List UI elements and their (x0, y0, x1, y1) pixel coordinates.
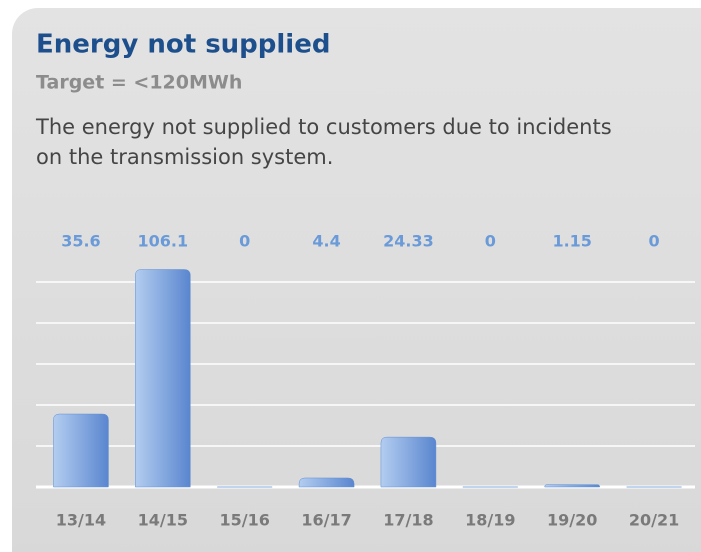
x-tick-label: 20/21 (629, 511, 679, 530)
bar (53, 413, 109, 488)
bar (298, 477, 355, 488)
data-label: 106.1 (138, 232, 189, 251)
data-label: 0 (239, 232, 250, 251)
x-tick-label: 15/16 (220, 511, 270, 530)
data-label: 4.4 (312, 232, 340, 251)
bar (135, 269, 191, 488)
data-label: 0 (648, 232, 659, 251)
x-tick-label: 13/14 (56, 511, 106, 530)
bar (380, 436, 437, 488)
x-tick-label: 18/19 (465, 511, 515, 530)
chart-title: Energy not supplied (36, 30, 330, 60)
data-label: 35.6 (61, 232, 100, 251)
data-label: 0 (485, 232, 496, 251)
x-tick-label: 16/17 (301, 511, 351, 530)
subtitle: Target = <120MWh (36, 72, 242, 94)
description: The energy not supplied to customers due… (35, 115, 612, 139)
x-tick-label: 14/15 (138, 511, 188, 530)
bar (544, 484, 600, 488)
data-label: 1.15 (552, 232, 591, 251)
x-tick-label: 17/18 (383, 511, 433, 530)
data-label: 24.33 (383, 232, 434, 251)
x-tick-label: 19/20 (547, 511, 597, 530)
description: on the transmission system. (36, 145, 333, 169)
